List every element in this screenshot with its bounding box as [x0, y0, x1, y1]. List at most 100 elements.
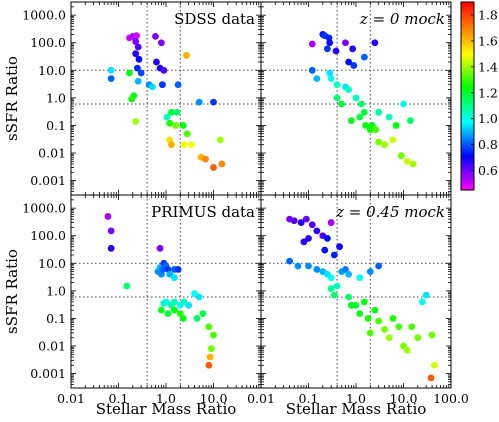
data-point: [385, 334, 393, 342]
data-point: [153, 58, 160, 66]
data-point: [132, 118, 140, 125]
data-point: [375, 138, 383, 146]
data-point: [324, 235, 331, 242]
x-tick-label: 1.0: [156, 391, 176, 406]
data-point: [164, 310, 172, 317]
data-point: [173, 108, 181, 116]
data-point: [134, 64, 141, 72]
data-point: [183, 51, 190, 59]
data-point: [134, 77, 142, 85]
data-point: [202, 155, 209, 163]
data-point: [326, 69, 334, 77]
data-point: [358, 100, 365, 108]
data-point: [356, 113, 364, 121]
panel-1: SDSS data: [70, 1, 262, 196]
y-tick-label: 0.1: [46, 311, 66, 326]
colorbar: 0.6 0.8 1.0 1.2 1.4 1.6 1.8: [460, 1, 498, 191]
data-point: [132, 50, 140, 58]
y-tick-label: 10.0: [38, 63, 66, 78]
data-point: [158, 39, 165, 47]
data-point: [428, 331, 436, 339]
data-point: [375, 317, 383, 325]
data-point: [348, 301, 355, 309]
data-point: [342, 266, 349, 273]
data-point: [199, 310, 207, 317]
data-point: [419, 298, 426, 306]
y-tick-label: 1000.0: [22, 201, 66, 216]
y-tick-label: 100.0: [30, 228, 66, 243]
data-point: [389, 315, 397, 322]
data-point: [348, 117, 355, 124]
data-point: [371, 306, 379, 314]
data-point: [205, 361, 213, 369]
x-tick-label: 10.0: [200, 391, 228, 406]
y-tick-label: 0.1: [46, 118, 66, 133]
data-point: [333, 94, 341, 102]
colorbar-tick-label: 1.2: [478, 85, 498, 100]
colorbar-tick-label: 0.8: [478, 137, 498, 152]
data-point: [313, 266, 321, 273]
data-point: [321, 246, 329, 254]
y-tick-label: 1000.0: [22, 8, 66, 23]
data-point: [107, 227, 115, 235]
data-point: [163, 113, 171, 121]
panel-label: z = 0 mock: [359, 10, 445, 28]
panel-frame: [70, 1, 262, 196]
data-point: [128, 95, 136, 103]
data-point: [183, 130, 191, 138]
panels-layer: SDSS data z = 0 mock PRIMUS data z = 0.45 m…: [70, 1, 452, 389]
data-point: [195, 98, 203, 106]
data-point: [174, 81, 182, 89]
data-point: [308, 40, 316, 48]
data-point: [327, 274, 335, 282]
x-tick-label: 0.1: [299, 391, 319, 406]
data-point: [179, 315, 187, 322]
panel-label: PRIMUS data: [151, 203, 255, 221]
data-point: [360, 298, 368, 306]
data-point: [389, 136, 397, 144]
y-axis-label: sSFR Ratio: [3, 249, 21, 334]
data-point: [403, 346, 411, 354]
panel-3: PRIMUS data: [70, 194, 262, 389]
data-point: [422, 291, 430, 299]
data-point: [210, 164, 217, 171]
data-point: [149, 83, 156, 91]
data-point: [107, 75, 115, 82]
data-point: [349, 45, 357, 53]
data-point: [333, 282, 341, 290]
data-point: [392, 122, 400, 129]
data-point: [403, 157, 411, 165]
data-point: [107, 66, 115, 74]
data-point: [137, 69, 145, 77]
panel-2: z = 0 mock: [260, 1, 452, 196]
y-tick-label: 1.0: [46, 283, 66, 298]
data-point: [135, 55, 143, 63]
data-point: [180, 141, 188, 149]
panel-label: z = 0.45 mock: [335, 203, 445, 221]
x-tick-label: 10.0: [390, 391, 418, 406]
data-point: [297, 219, 305, 226]
data-point: [397, 152, 405, 160]
data-point: [356, 274, 364, 282]
data-point: [313, 75, 321, 82]
data-point: [156, 244, 164, 252]
data-point: [126, 69, 133, 77]
data-point: [187, 141, 195, 149]
data-point: [427, 374, 435, 382]
data-point: [134, 43, 142, 51]
y-tick-label: 0.01: [38, 339, 66, 354]
panel-frame: [260, 194, 452, 389]
data-point: [345, 293, 353, 301]
data-point: [324, 45, 331, 53]
data-point: [400, 100, 407, 108]
panel-label: SDSS data: [174, 10, 255, 28]
data-point: [336, 243, 343, 251]
data-point: [207, 345, 215, 353]
data-point: [107, 244, 115, 252]
data-point: [381, 326, 388, 333]
data-point: [174, 266, 182, 273]
data-point: [326, 39, 334, 47]
data-point: [206, 353, 214, 361]
data-point: [185, 301, 193, 309]
